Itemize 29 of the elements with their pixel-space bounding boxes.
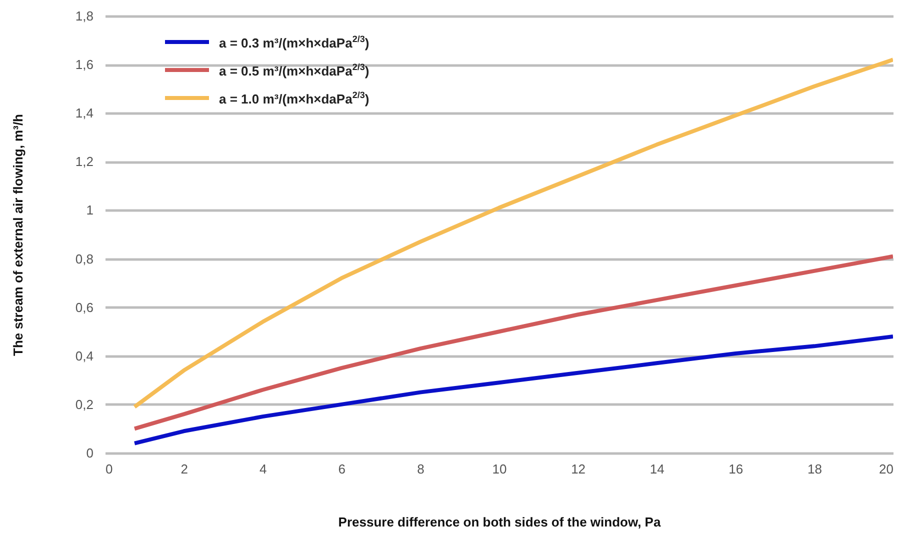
y-tick-label: 1,8 xyxy=(75,8,94,24)
legend-label: a = 0.3 m³/(m×h×daPa$^{2/3}$) xyxy=(219,34,370,50)
legend-label: a = 1.0 m³/(m×h×daPa$^{2/3}$) xyxy=(219,90,370,106)
y-axis-title: The stream of external air flowing, m³/h xyxy=(10,114,26,356)
y-tick-label: 1,4 xyxy=(75,106,94,121)
y-tick-label: 1 xyxy=(86,202,94,218)
x-tick-label: 0 xyxy=(106,462,113,476)
y-tick-label: 0,2 xyxy=(75,396,94,412)
x-tick-label: 6 xyxy=(338,462,346,476)
x-tick-label: 8 xyxy=(417,462,424,476)
x-tick-label: 10 xyxy=(492,462,507,476)
y-tick-label: 0,6 xyxy=(75,300,94,315)
line-series xyxy=(132,58,893,409)
line-series xyxy=(132,334,893,446)
x-tick-label: 18 xyxy=(807,462,822,476)
y-tick-label: 0 xyxy=(86,446,94,460)
y-tick-label: 1,6 xyxy=(75,57,94,72)
line-series xyxy=(132,254,893,431)
y-tick-label: 0,4 xyxy=(75,348,94,364)
x-tick-label: 2 xyxy=(180,462,188,476)
y-tick-label: 1,2 xyxy=(75,154,94,170)
legend-label: a = 0.5 m³/(m×h×daPa$^{2/3}$) xyxy=(219,62,370,78)
x-tick-label: 12 xyxy=(571,462,586,476)
x-axis-title: Pressure difference on both sides of the window, Pa xyxy=(338,514,662,530)
y-tick-label: 0,8 xyxy=(75,251,94,266)
x-tick-label: 4 xyxy=(259,462,267,476)
x-tick-label: 14 xyxy=(650,462,664,476)
x-tick-label: 16 xyxy=(728,462,744,476)
x-tick-label: 20 xyxy=(879,462,894,476)
